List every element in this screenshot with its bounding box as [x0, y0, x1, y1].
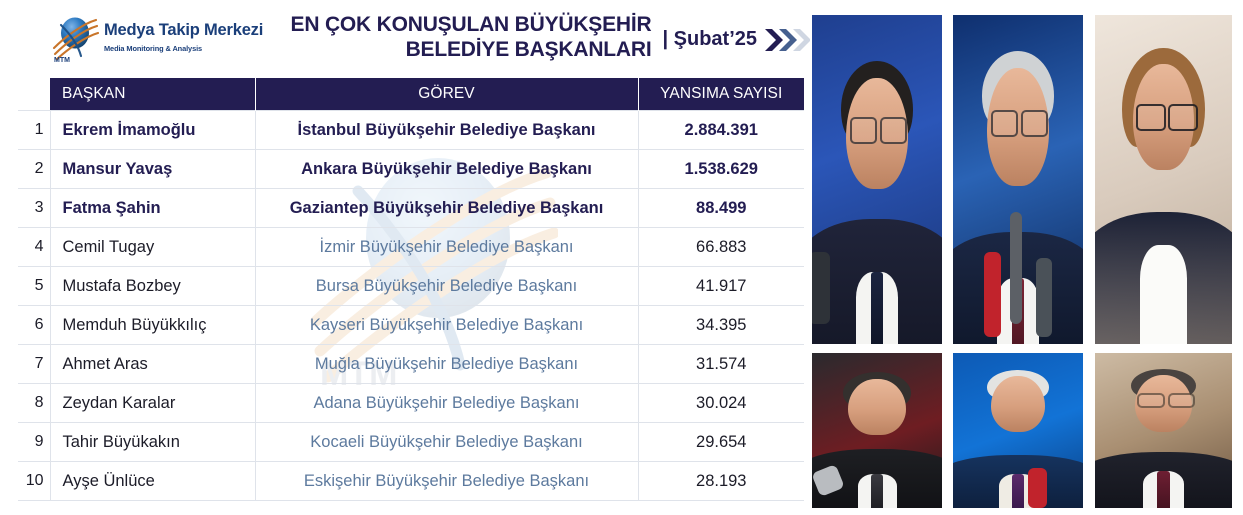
cell-yansima-sayisi: 34.395 — [638, 305, 804, 345]
cell-baskan: Tahir Büyükakın — [50, 422, 256, 462]
cell-yansima-sayisi: 29.654 — [638, 422, 804, 462]
brand-tagline: Media Monitoring & Analysis — [104, 43, 203, 53]
cell-yansima-sayisi: 2.884.391 — [638, 110, 804, 150]
table-header-row: BAŞKAN GÖREV YANSIMA SAYISI — [18, 78, 804, 111]
cell-baskan: Memduh Büyükkılıç — [50, 305, 256, 345]
cell-yansima-sayisi: 66.883 — [638, 227, 804, 267]
table-row: 1 Ekrem İmamoğlu İstanbul Büyükşehir Beled… — [18, 110, 804, 150]
cell-gorev: Eskişehir Büyükşehir Belediye Başkanı — [255, 461, 639, 501]
page-header: MTM Medya Takip Merkezi Media Monitoring… — [0, 0, 810, 76]
table-row: 9 Tahir Büyükakın Kocaeli Büyükşehir Beled… — [18, 422, 804, 462]
cell-rank: 1 — [18, 110, 51, 150]
cell-gorev: Ankara Büyükşehir Belediye Başkanı — [255, 149, 639, 189]
cell-rank: 4 — [18, 227, 51, 267]
cell-baskan: Ayşe Ünlüce — [50, 461, 256, 501]
cell-rank: 10 — [18, 461, 51, 501]
photo-grid — [808, 0, 1243, 515]
cell-baskan: Cemil Tugay — [50, 227, 256, 267]
cell-yansima-sayisi: 1.538.629 — [638, 149, 804, 189]
ranking-table: BAŞKAN GÖREV YANSIMA SAYISI 1 Ekrem İmamo… — [18, 78, 804, 501]
page-title: EN ÇOK KONUŞULAN BÜYÜKŞEHİR BELEDİYE BAŞ… — [290, 13, 652, 61]
cell-yansima-sayisi: 30.024 — [638, 383, 804, 423]
cell-baskan: Ahmet Aras — [50, 344, 256, 384]
cell-baskan: Mansur Yavaş — [50, 149, 256, 189]
cell-rank: 7 — [18, 344, 51, 384]
double-chevron-right-icon — [764, 27, 810, 53]
table-row: 10 Ayşe Ünlüce Eskişehir Büyükşehir Beledi… — [18, 461, 804, 501]
brand-text: Medya Takip Merkezi Media Monitoring & A… — [104, 20, 264, 55]
cell-gorev: İzmir Büyükşehir Belediye Başkanı — [255, 227, 639, 267]
table-row: 6 Memduh Büyükkılıç Kayseri Büyükşehir Bel… — [18, 305, 804, 345]
table-row: 4 Cemil Tugay İzmir Büyükşehir Belediye Ba… — [18, 227, 804, 267]
cell-gorev: Bursa Büyükşehir Belediye Başkanı — [255, 266, 639, 306]
cell-yansima-sayisi: 31.574 — [638, 344, 804, 384]
cell-rank: 2 — [18, 149, 51, 189]
cell-gorev: Kocaeli Büyükşehir Belediye Başkanı — [255, 422, 639, 462]
photo-bozbey — [953, 353, 1083, 508]
cell-baskan: Ekrem İmamoğlu — [50, 110, 256, 150]
column-header-gorev: GÖREV — [255, 78, 639, 111]
brand-logo: MTM Medya Takip Merkezi Media Monitoring… — [48, 12, 263, 64]
ranking-table-wrap: MTM BAŞKAN GÖREV YANSIMA SAYISI 1 Ekrem İ… — [18, 78, 804, 503]
photo-sahin — [1095, 15, 1232, 344]
cell-yansima-sayisi: 88.499 — [638, 188, 804, 228]
cell-baskan: Mustafa Bozbey — [50, 266, 256, 306]
photo-imamoglu — [812, 15, 942, 344]
cell-yansima-sayisi: 28.193 — [638, 461, 804, 501]
table-row: 2 Mansur Yavaş Ankara Büyükşehir Belediye … — [18, 149, 804, 189]
period-label: | Şubat’25 — [662, 28, 757, 50]
cell-yansima-sayisi: 41.917 — [638, 266, 804, 306]
cell-baskan: Fatma Şahin — [50, 188, 256, 228]
cell-gorev: Adana Büyükşehir Belediye Başkanı — [255, 383, 639, 423]
table-row: 3 Fatma Şahin Gaziantep Büyükşehir Belediy… — [18, 188, 804, 228]
photo-buyukkilic — [1095, 353, 1232, 508]
column-header-yansima-sayisi: YANSIMA SAYISI — [638, 78, 804, 111]
cell-rank: 6 — [18, 305, 51, 345]
cell-gorev: Muğla Büyükşehir Belediye Başkanı — [255, 344, 639, 384]
title-block: EN ÇOK KONUŞULAN BÜYÜKŞEHİR BELEDİYE BAŞ… — [263, 13, 810, 62]
cell-rank: 8 — [18, 383, 51, 423]
table-row: 7 Ahmet Aras Muğla Büyükşehir Belediye Baş… — [18, 344, 804, 384]
table-body: 1 Ekrem İmamoğlu İstanbul Büyükşehir Beled… — [18, 110, 804, 501]
cell-rank: 9 — [18, 422, 51, 462]
cell-baskan: Zeydan Karalar — [50, 383, 256, 423]
cell-gorev: Gaziantep Büyükşehir Belediye Başkanı — [255, 188, 639, 228]
cell-gorev: İstanbul Büyükşehir Belediye Başkanı — [255, 110, 639, 150]
svg-text:MTM: MTM — [54, 57, 70, 64]
globe-orbit-icon: MTM — [48, 12, 100, 64]
photo-yavas — [953, 15, 1083, 344]
table-row: 5 Mustafa Bozbey Bursa Büyükşehir Belediye… — [18, 266, 804, 306]
column-header-rank — [18, 78, 50, 111]
table-header: BAŞKAN GÖREV YANSIMA SAYISI — [18, 78, 804, 111]
cell-rank: 3 — [18, 188, 51, 228]
photo-tugay — [812, 353, 942, 508]
cell-rank: 5 — [18, 266, 51, 306]
brand-name: Medya Takip Merkezi — [104, 20, 264, 39]
cell-gorev: Kayseri Büyükşehir Belediye Başkanı — [255, 305, 639, 345]
table-row: 8 Zeydan Karalar Adana Büyükşehir Belediye… — [18, 383, 804, 423]
column-header-baskan: BAŞKAN — [50, 78, 256, 111]
